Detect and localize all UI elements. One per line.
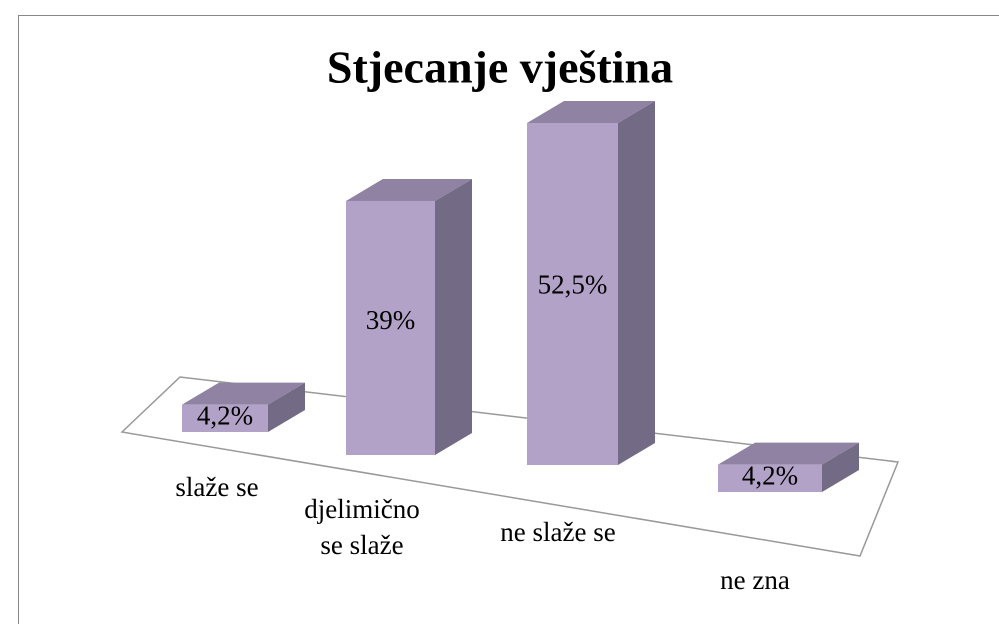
bar-top: [718, 442, 859, 465]
bar-side: [435, 178, 472, 455]
bar-top: [182, 382, 305, 405]
chart-border: [18, 15, 999, 624]
value-label: 4,2%: [197, 401, 253, 431]
bar-side: [618, 101, 655, 465]
label-line: djelimično: [304, 494, 419, 524]
floor: [120, 376, 900, 557]
value-label: 52,5%: [538, 269, 608, 299]
bar: [527, 123, 618, 465]
chart-title: Stjecanje vještina: [327, 42, 673, 93]
x-tick-label: djelimično se slaže: [304, 494, 419, 560]
label-line: se slaže: [320, 530, 403, 560]
bar-top: [346, 178, 472, 201]
x-tick-label: slaže se: [175, 472, 258, 502]
bar: [346, 200, 435, 455]
x-tick-label: ne slaže se: [500, 517, 615, 547]
value-label: 39%: [366, 305, 416, 335]
bar-top: [527, 101, 655, 123]
bar: [182, 404, 268, 432]
bar: [718, 464, 822, 492]
x-tick-label: ne zna: [720, 565, 790, 595]
bar-side: [822, 442, 859, 492]
bar-side: [268, 382, 305, 432]
value-label: 4,2%: [742, 461, 798, 491]
